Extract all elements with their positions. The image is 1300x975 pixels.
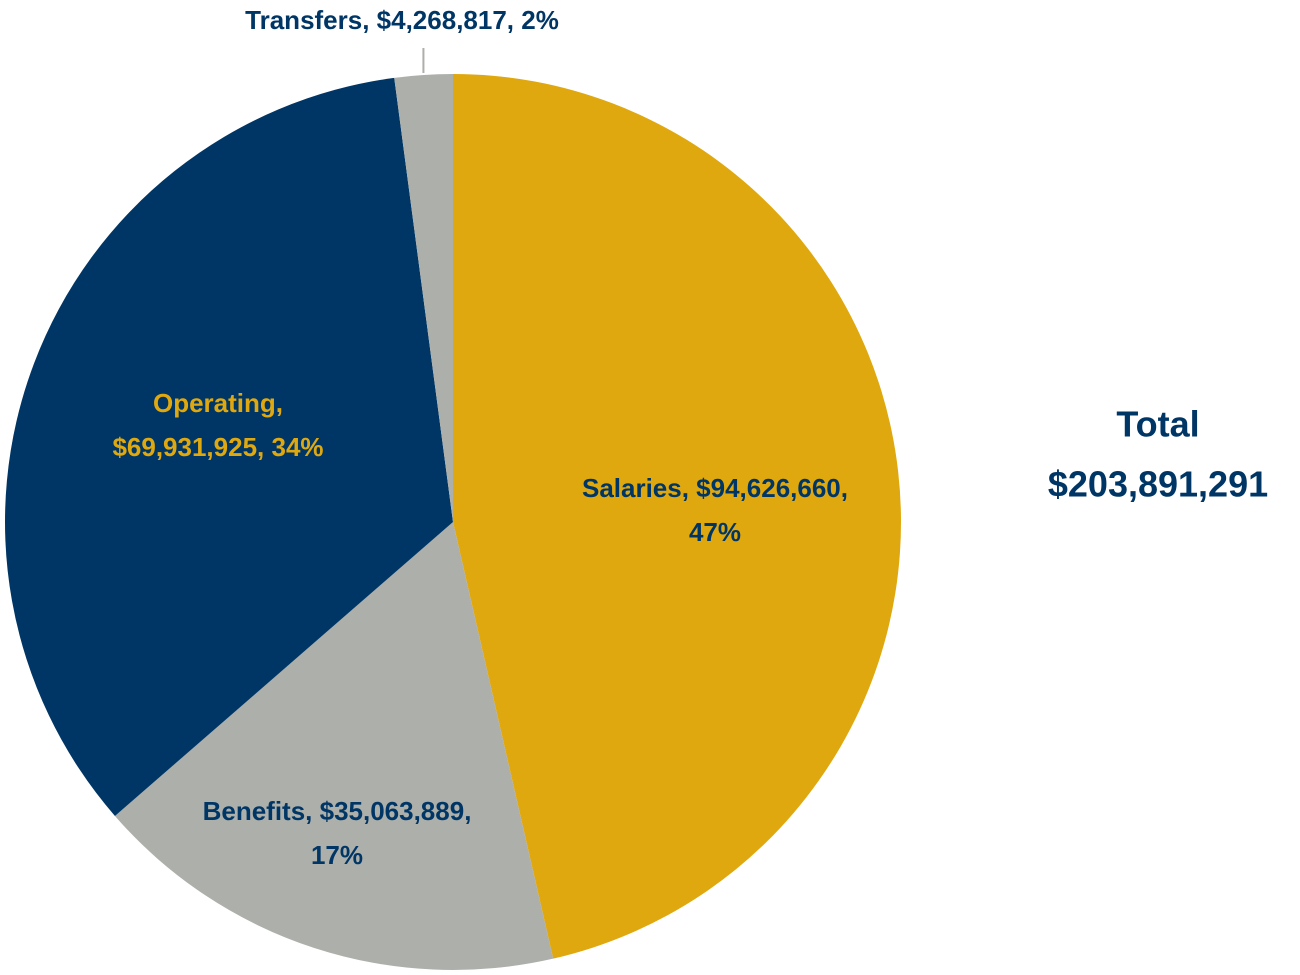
slices [4, 74, 902, 970]
data-label: Transfers, $4,268,817, 2% [245, 5, 559, 35]
slice [4, 77, 453, 816]
data-label: $69,931,925, 34% [112, 432, 323, 462]
data-label: 47% [689, 517, 741, 547]
total-value: $203,891,291 [1048, 464, 1268, 505]
total-label: Total [1116, 404, 1199, 445]
data-label: 17% [311, 840, 363, 870]
slice [114, 522, 554, 970]
data-label: Benefits, $35,063,889, [203, 796, 472, 826]
slice [394, 74, 453, 522]
data-label: Operating, [153, 388, 283, 418]
data-label: Salaries, $94,626,660, [582, 473, 848, 503]
slice [453, 74, 902, 959]
